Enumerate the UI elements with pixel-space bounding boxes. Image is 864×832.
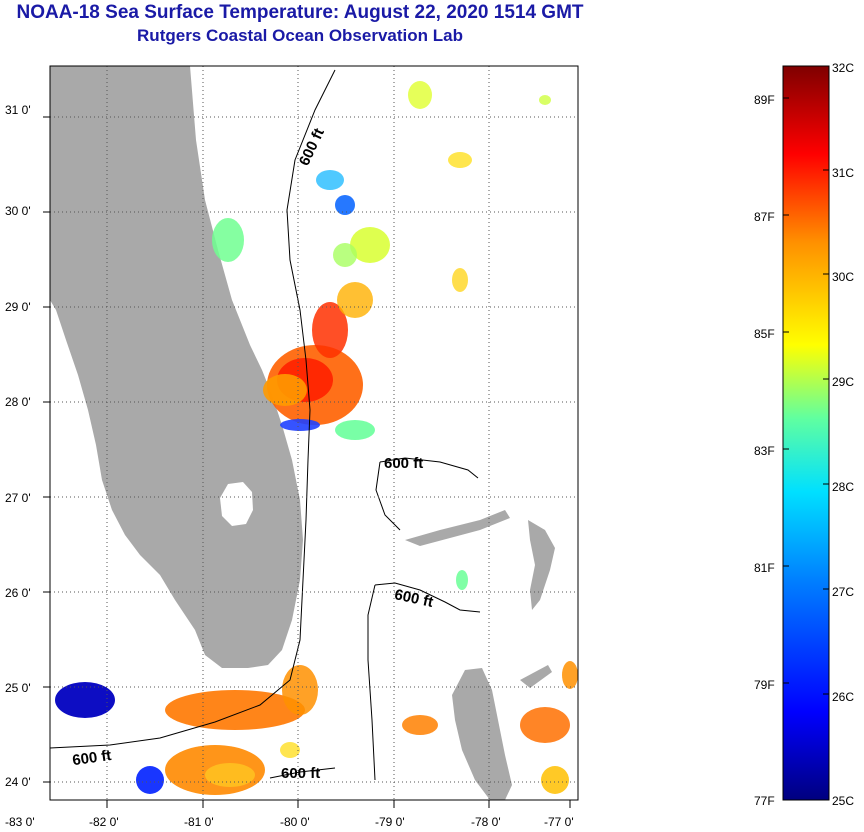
colorbar-celsius-label: 26C xyxy=(832,690,854,704)
sst-patches xyxy=(55,81,578,795)
isobath-600ft xyxy=(50,69,481,781)
lat-tick-label: 30 0' xyxy=(5,204,31,218)
lake-okeechobee xyxy=(220,482,253,526)
map-title: NOAA-18 Sea Surface Temperature: August … xyxy=(16,2,584,23)
colorbar-celsius-label: 32C xyxy=(832,61,854,75)
colorbar-fahrenheit-label: 79F xyxy=(754,678,775,692)
colorbar-fahrenheit-label: 85F xyxy=(754,327,775,341)
map-subtitle: Rutgers Coastal Ocean Observation Lab xyxy=(137,26,463,45)
lat-tick-label: 26 0' xyxy=(5,586,31,600)
colorbar xyxy=(782,65,830,801)
colorbar-celsius-label: 27C xyxy=(832,585,854,599)
colorbar-celsius-label: 28C xyxy=(832,480,854,494)
lat-tick-label: 31 0' xyxy=(5,103,31,117)
lon-tick-label: -79 0' xyxy=(375,815,405,829)
lat-tick-label: 28 0' xyxy=(5,395,31,409)
andros-land xyxy=(452,668,512,800)
colorbar-ticks xyxy=(783,97,829,695)
colorbar-fahrenheit-label: 87F xyxy=(754,210,775,224)
lat-tick-label: 29 0' xyxy=(5,300,31,314)
abaco-land xyxy=(528,520,555,610)
colorbar-celsius-label: 25C xyxy=(832,794,854,808)
colorbar-fahrenheit-label: 89F xyxy=(754,93,775,107)
contour-label: 600 ft xyxy=(384,455,423,472)
colorbar-fahrenheit-label: 77F xyxy=(754,794,775,808)
bimini-cuba-land xyxy=(520,665,552,688)
map-ticks xyxy=(43,116,571,808)
lat-tick-label: 27 0' xyxy=(5,491,31,505)
lat-tick-label: 25 0' xyxy=(5,681,31,695)
grand-bahama-land xyxy=(405,510,510,546)
colorbar-celsius-label: 29C xyxy=(832,375,854,389)
lon-tick-label: -78 0' xyxy=(471,815,501,829)
contour-label: 600 ft xyxy=(71,747,112,769)
map-grid xyxy=(50,66,578,800)
colorbar-celsius-label: 30C xyxy=(832,270,854,284)
map-frame xyxy=(49,65,579,801)
colorbar-celsius-label: 31C xyxy=(832,166,854,180)
colorbar-fahrenheit-label: 83F xyxy=(754,444,775,458)
lon-tick-label: -77 0' xyxy=(544,815,574,829)
lon-tick-label: -82 0' xyxy=(89,815,119,829)
lon-tick-label: -80 0' xyxy=(280,815,310,829)
colorbar-fahrenheit-label: 81F xyxy=(754,561,775,575)
contour-label: 600 ft xyxy=(281,765,320,782)
lon-tick-label: -83 0' xyxy=(5,815,35,829)
lat-tick-label: 24 0' xyxy=(5,775,31,789)
lon-tick-label: -81 0' xyxy=(184,815,214,829)
